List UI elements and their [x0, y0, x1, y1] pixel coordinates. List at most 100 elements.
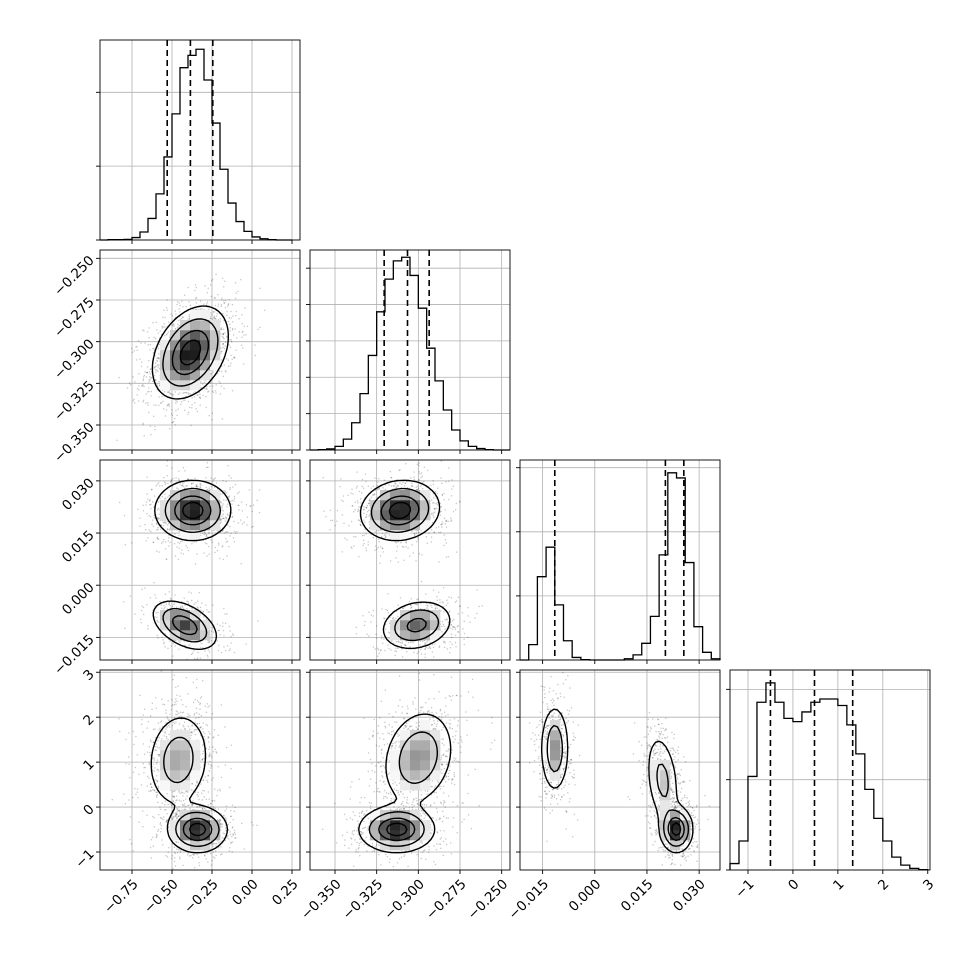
- scatter-point: [202, 722, 205, 724]
- scatter-point: [191, 783, 193, 785]
- scatter-point: [156, 529, 158, 531]
- scatter-point: [138, 389, 140, 391]
- scatter-point: [138, 773, 140, 776]
- scatter-point: [176, 808, 179, 810]
- scatter-point: [202, 808, 204, 810]
- scatter-point: [170, 392, 172, 395]
- scatter-point: [224, 490, 226, 492]
- scatter-point: [175, 402, 177, 404]
- scatter-point: [245, 334, 247, 336]
- scatter-point: [156, 537, 158, 540]
- scatter-point: [438, 531, 440, 534]
- scatter-point: [136, 754, 138, 756]
- scatter-point: [153, 516, 155, 519]
- scatter-point: [196, 782, 198, 784]
- scatter-point: [207, 781, 209, 783]
- scatter-point: [225, 299, 227, 302]
- scatter-point: [129, 384, 132, 386]
- scatter-point: [162, 703, 164, 705]
- scatter-point: [214, 318, 216, 320]
- scatter-point: [211, 756, 213, 758]
- scatter-point: [161, 636, 163, 639]
- scatter-point: [204, 854, 206, 856]
- scatter-point: [162, 844, 164, 846]
- scatter-point: [445, 556, 448, 558]
- scatter-point: [223, 635, 225, 637]
- scatter-point: [149, 739, 152, 741]
- scatter-point: [188, 315, 190, 318]
- scatter-point: [210, 317, 212, 320]
- scatter-point: [171, 409, 173, 411]
- scatter-point: [171, 393, 173, 395]
- scatter-point: [169, 726, 171, 728]
- scatter-point: [378, 541, 380, 543]
- scatter-point: [258, 511, 261, 514]
- scatter-point: [220, 519, 222, 522]
- scatter-point: [230, 354, 232, 357]
- scatter-point: [164, 731, 166, 733]
- scatter-point: [195, 717, 197, 719]
- scatter-point: [152, 541, 154, 543]
- scatter-point: [116, 439, 118, 441]
- scatter-point: [172, 801, 174, 803]
- scatter-point: [127, 756, 130, 758]
- scatter-point: [143, 772, 145, 774]
- scatter-point: [211, 412, 213, 414]
- scatter-point: [220, 352, 222, 355]
- scatter-point: [219, 634, 221, 636]
- scatter-point: [191, 608, 194, 610]
- scatter-point: [164, 493, 166, 495]
- scatter-point: [212, 851, 214, 853]
- scatter-point: [232, 321, 234, 323]
- scatter-point: [188, 855, 191, 857]
- scatter-point: [146, 371, 148, 373]
- density-cell: [160, 350, 171, 361]
- scatter-point: [184, 399, 186, 401]
- scatter-point: [199, 300, 202, 302]
- scatter-point: [194, 402, 196, 404]
- scatter-point: [147, 751, 149, 753]
- scatter-point: [228, 625, 231, 628]
- scatter-point: [211, 314, 213, 316]
- scatter-point: [219, 522, 222, 525]
- scatter-point: [132, 796, 134, 799]
- scatter-point: [212, 856, 215, 858]
- scatter-point: [148, 390, 150, 393]
- scatter-point: [227, 359, 230, 361]
- scatter-point: [179, 851, 182, 854]
- scatter-point: [365, 507, 368, 509]
- scatter-point: [133, 398, 135, 401]
- scatter-point: [163, 538, 165, 541]
- scatter-point: [225, 820, 228, 822]
- scatter-point: [178, 547, 180, 549]
- scatter-point: [148, 763, 150, 766]
- scatter-point: [201, 758, 203, 761]
- scatter-point: [209, 489, 212, 491]
- scatter-point: [187, 286, 189, 289]
- scatter-point: [232, 327, 234, 330]
- scatter-point: [208, 760, 211, 763]
- scatter-point: [226, 310, 228, 313]
- scatter-point: [146, 391, 149, 393]
- scatter-point: [153, 741, 155, 744]
- scatter-point: [186, 790, 188, 793]
- scatter-point: [227, 835, 229, 837]
- scatter-point: [180, 403, 182, 406]
- scatter-point: [175, 410, 177, 412]
- scatter-point: [131, 351, 134, 353]
- scatter-point: [215, 752, 218, 754]
- scatter-point: [436, 502, 438, 504]
- scatter-point: [175, 812, 177, 814]
- scatter-point: [216, 315, 218, 317]
- scatter-point: [155, 743, 157, 745]
- scatter-point: [171, 395, 174, 397]
- scatter-point: [197, 791, 199, 794]
- scatter-point: [361, 534, 364, 537]
- scatter-point: [362, 508, 365, 511]
- scatter-point: [221, 661, 222, 662]
- scatter-point: [174, 802, 176, 804]
- scatter-point: [155, 697, 157, 699]
- scatter-point: [217, 840, 219, 842]
- scatter-point: [184, 470, 186, 472]
- scatter-point: [221, 350, 223, 353]
